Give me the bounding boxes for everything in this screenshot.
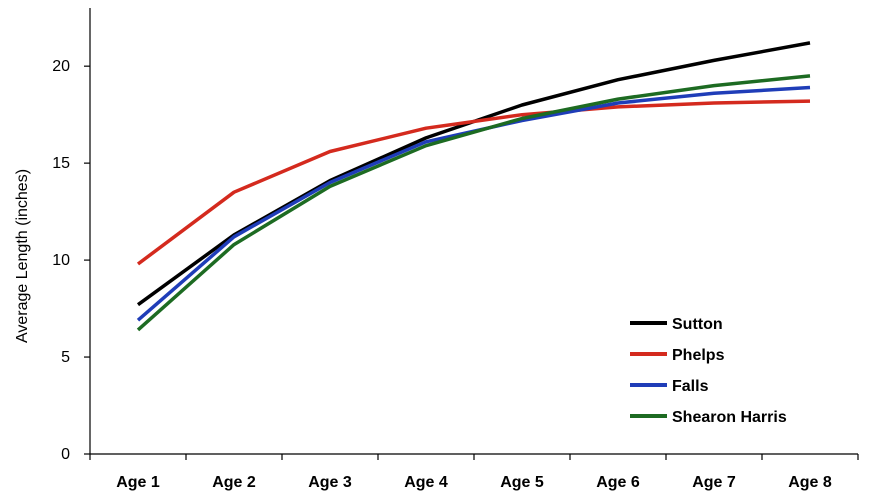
legend-label: Falls — [672, 378, 709, 395]
y-axis-title: Average Length (inches) — [14, 169, 31, 343]
legend: Sutton Phelps Falls Shearon Harris — [630, 316, 787, 426]
x-category-label: Age 3 — [308, 474, 352, 491]
y-tick-label: 5 — [61, 349, 70, 366]
y-tick-label: 15 — [52, 155, 70, 172]
axes: 0 5 10 15 20 Age 1 Age 2 Age 3 Age 4 Age 5 Age 6 Ag… — [52, 8, 859, 491]
x-category-label: Age 1 — [116, 474, 160, 491]
x-category-label: Age 4 — [404, 474, 448, 491]
x-category-label: Age 5 — [500, 474, 544, 491]
y-tick-label: 20 — [52, 58, 70, 75]
x-category-label: Age 8 — [788, 474, 832, 491]
x-category-label: Age 7 — [692, 474, 736, 491]
legend-label: Phelps — [672, 347, 725, 364]
y-tick-label: 0 — [61, 446, 70, 463]
series-line-sutton — [136, 41, 811, 307]
legend-label: Shearon Harris — [672, 409, 787, 426]
series-line-shearon-harris — [136, 74, 811, 332]
series-line-phelps — [136, 99, 811, 266]
x-category-label: Age 2 — [212, 474, 256, 491]
series-layer — [136, 41, 811, 332]
x-category-label: Age 6 — [596, 474, 640, 491]
legend-label: Sutton — [672, 316, 723, 333]
y-tick-label: 10 — [52, 252, 70, 269]
